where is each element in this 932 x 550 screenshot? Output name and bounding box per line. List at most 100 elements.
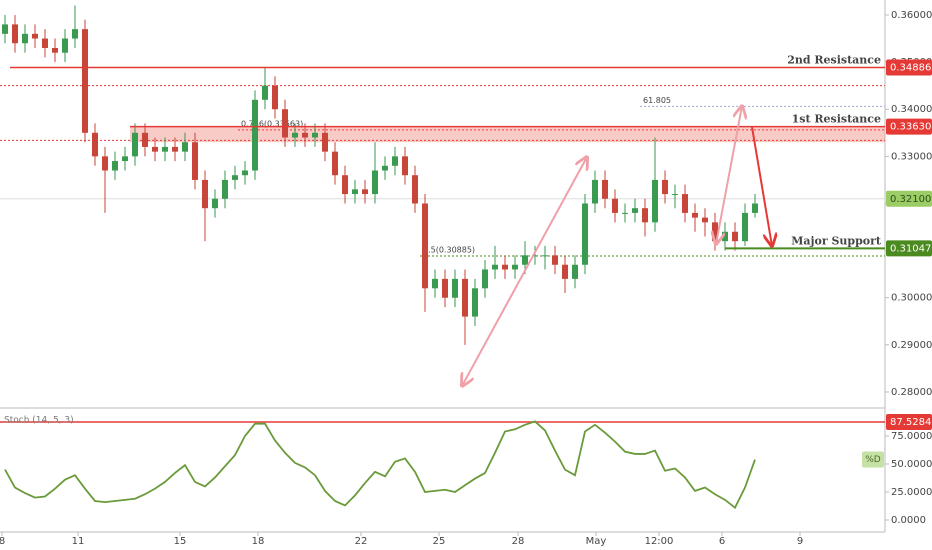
candle-body — [132, 132, 138, 157]
candle-body — [162, 146, 168, 152]
x-tick-label: 15 — [174, 536, 187, 547]
x-tick-label: 8 — [0, 536, 5, 547]
candle-body — [282, 109, 288, 138]
indicator-badge-label: 87.5284 — [890, 417, 931, 428]
candle-body — [362, 189, 368, 195]
x-tick-label: 12:00 — [645, 536, 674, 547]
candle-body — [472, 288, 478, 317]
candle-body — [542, 255, 548, 257]
x-tick-label: 25 — [433, 536, 446, 547]
candle-body — [142, 132, 148, 147]
x-tick-label: 6 — [719, 536, 725, 547]
resistance-zone — [130, 126, 885, 143]
candle-body — [632, 208, 638, 213]
candle-body — [272, 85, 278, 110]
candle-body — [212, 198, 218, 209]
candle-body — [12, 24, 18, 44]
candle-body — [622, 212, 628, 214]
candle-body — [172, 146, 178, 152]
candle-body — [32, 33, 38, 39]
price-badge-label: 0.32100 — [890, 194, 931, 205]
y-tick-label: 75.0000 — [891, 431, 932, 442]
price-badge — [886, 240, 932, 257]
candle-body — [502, 264, 508, 270]
candle-body — [652, 179, 658, 223]
candle-body — [642, 208, 648, 223]
candle-body — [292, 132, 298, 138]
candle-body — [582, 203, 588, 265]
forecast-arrow — [751, 126, 772, 246]
candle-body — [352, 189, 358, 195]
y-tick-label: 0.0000 — [891, 515, 926, 526]
y-tick-label: 0.28000 — [891, 387, 932, 398]
candle-body — [102, 156, 108, 171]
candle-body — [52, 47, 58, 53]
x-tick-label: 9 — [797, 536, 803, 547]
candle-body — [62, 38, 68, 53]
indicator-badge — [886, 413, 932, 430]
candle-body — [382, 165, 388, 171]
trend-arrow — [462, 157, 587, 386]
price-badge — [886, 190, 932, 207]
candle-body — [252, 99, 258, 171]
indicator-line — [4, 420, 756, 510]
trend-arrow — [716, 106, 742, 244]
candle-body — [392, 156, 398, 166]
candle-body — [742, 212, 748, 242]
x-tick-label: 18 — [252, 536, 265, 547]
x-tick-label: 11 — [72, 536, 85, 547]
candle-body — [492, 264, 498, 270]
candle-body — [232, 175, 238, 180]
y-tick-label: 0.29000 — [891, 340, 932, 351]
indicator-title: Stoch (14, 5, 3) — [4, 416, 74, 426]
x-tick-label: 22 — [355, 536, 368, 547]
candle-body — [462, 278, 468, 317]
candle-body — [512, 264, 518, 270]
candle-body — [442, 278, 448, 298]
candle-body — [112, 161, 118, 171]
candle-body — [552, 255, 558, 265]
candle-body — [182, 142, 188, 152]
candle-body — [302, 132, 308, 138]
y-tick-label: 0.33000 — [891, 151, 932, 162]
candle-body — [342, 175, 348, 195]
candle-body — [522, 255, 528, 265]
candle-body — [572, 264, 578, 279]
level-name: 1st Resistance — [792, 113, 881, 126]
price-badge — [886, 118, 932, 135]
candle-body — [82, 29, 88, 133]
y-tick-label: 0.36000 — [891, 10, 932, 21]
candle-body — [412, 175, 418, 204]
candle-body — [222, 179, 228, 199]
candle-body — [242, 170, 248, 176]
candle-body — [692, 212, 698, 218]
y-tick-label: 25.0000 — [891, 487, 932, 498]
x-tick-label: 28 — [512, 536, 525, 547]
level-name: Major Support — [791, 234, 882, 247]
candle-body — [92, 132, 98, 157]
y-tick-label: 0.34000 — [891, 104, 932, 115]
candle-body — [402, 156, 408, 176]
candle-body — [22, 33, 28, 44]
level-name: 2nd Resistance — [787, 53, 881, 66]
candle-body — [752, 203, 758, 213]
fib-label: 0.786(0.33563) — [241, 119, 303, 128]
candle-body — [722, 231, 728, 242]
candle-body — [662, 179, 668, 195]
candle-body — [592, 179, 598, 204]
candle-body — [452, 278, 458, 298]
candle-body — [42, 38, 48, 48]
candle-body — [202, 179, 208, 209]
indicator-name: %D — [865, 455, 881, 465]
candle-body — [562, 264, 568, 279]
candle-body — [732, 231, 738, 242]
candle-body — [322, 132, 328, 152]
candle-body — [702, 217, 708, 223]
candle-body — [312, 132, 318, 138]
y-tick-label: 50.0000 — [891, 459, 932, 470]
price-badge-label: 0.31047 — [890, 243, 931, 254]
price-badge — [886, 59, 932, 76]
candle-body — [152, 146, 158, 152]
